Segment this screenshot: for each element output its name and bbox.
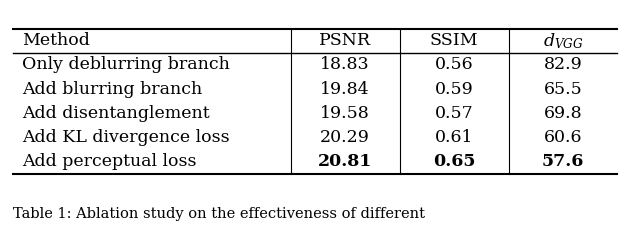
- Text: Add KL divergence loss: Add KL divergence loss: [22, 129, 230, 146]
- Text: Add blurring branch: Add blurring branch: [22, 80, 202, 98]
- Text: Only deblurring branch: Only deblurring branch: [22, 56, 230, 73]
- Text: 19.58: 19.58: [321, 105, 370, 122]
- Text: PSNR: PSNR: [319, 32, 371, 49]
- Text: 69.8: 69.8: [544, 105, 582, 122]
- Text: 20.81: 20.81: [318, 153, 372, 170]
- Text: SSIM: SSIM: [430, 32, 478, 49]
- Text: 65.5: 65.5: [544, 80, 582, 98]
- Text: 19.84: 19.84: [321, 80, 370, 98]
- Text: Method: Method: [22, 32, 90, 49]
- Text: 60.6: 60.6: [544, 129, 582, 146]
- Text: 0.57: 0.57: [435, 105, 474, 122]
- Text: Add perceptual loss: Add perceptual loss: [22, 153, 197, 170]
- Text: 20.29: 20.29: [320, 129, 370, 146]
- Text: 18.83: 18.83: [321, 56, 370, 73]
- Text: 0.56: 0.56: [435, 56, 473, 73]
- Text: 0.59: 0.59: [435, 80, 474, 98]
- Text: 0.61: 0.61: [435, 129, 473, 146]
- Text: Add disentanglement: Add disentanglement: [22, 105, 210, 122]
- Text: 0.65: 0.65: [433, 153, 476, 170]
- Text: $d_{VGG}$: $d_{VGG}$: [542, 31, 583, 50]
- Text: Table 1: Ablation study on the effectiveness of different: Table 1: Ablation study on the effective…: [13, 207, 425, 221]
- Text: 57.6: 57.6: [542, 153, 584, 170]
- Text: 82.9: 82.9: [544, 56, 582, 73]
